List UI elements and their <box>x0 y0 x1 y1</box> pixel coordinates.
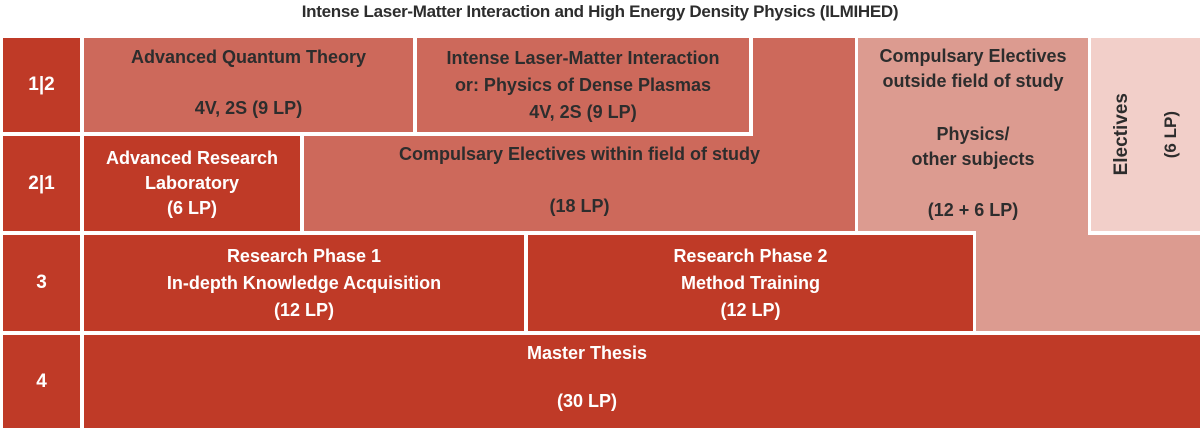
module-subjects-block: Physics/ other subjects <box>911 122 1034 172</box>
module-subtitle: Method Training <box>681 272 820 293</box>
module-credits: (12 LP) <box>720 299 781 320</box>
page-title: Intense Laser-Matter Interaction and Hig… <box>301 2 899 21</box>
semester-label: 2|1 <box>28 172 55 194</box>
pink-filler-row-3 <box>976 235 1200 331</box>
row-label-semester-2-1: 2|1 <box>3 136 80 231</box>
row-label-semester-4: 4 <box>3 335 80 428</box>
module-title-2: Laboratory <box>144 172 240 193</box>
module-credits: 4V, 2S (9 LP) <box>529 101 637 122</box>
module-title: Compulsary Electives <box>879 46 1067 66</box>
module-credits: (12 LP) <box>273 299 334 320</box>
module-alternative: or: Physics of Dense Plasmas <box>454 74 712 95</box>
cell-intense-laser-matter: Intense Laser-Matter Interaction or: Phy… <box>417 38 749 132</box>
module-title: Master Thesis <box>526 343 648 363</box>
cell-compulsary-electives-outside: Compulsary Electives outside field of st… <box>858 38 1088 231</box>
module-credits: (12 + 6 LP) <box>927 200 1019 220</box>
semester-label: 3 <box>36 272 47 293</box>
module-credits: 4V, 2S (9 LP) <box>194 98 303 118</box>
pink-filler-bridge <box>976 229 1088 237</box>
cell-research-phase-1: Research Phase 1 In-depth Knowledge Acqu… <box>84 235 524 331</box>
module-credits: (6 LP) <box>166 198 217 219</box>
electives-label-vertical: Electives <box>1110 93 1132 176</box>
module-title: Advanced Quantum Theory <box>130 47 367 67</box>
cell-research-phase-2: Research Phase 2 Method Training (12 LP) <box>528 235 973 331</box>
module-title: Compulsary Electives within field of stu… <box>398 144 761 164</box>
module-title: Advanced Research <box>105 147 279 168</box>
module-title: Research Phase 1 <box>226 245 382 266</box>
cell-compulsary-electives-within: Compulsary Electives within field of stu… <box>304 136 855 231</box>
module-subject-2: other subjects <box>911 149 1035 170</box>
semester-label: 1|2 <box>28 74 55 95</box>
module-title: Research Phase 2 <box>673 245 828 266</box>
module-credits: (18 LP) <box>549 196 610 216</box>
electives-credits-vertical: (6 LP) <box>1160 110 1180 159</box>
row-label-semester-3: 3 <box>3 235 80 331</box>
module-title-2: outside field of study <box>882 71 1064 92</box>
cell-advanced-research-laboratory: Advanced Research Laboratory (6 LP) <box>84 136 300 231</box>
row-label-semester-1-2: 1|2 <box>3 38 80 132</box>
cell-advanced-quantum-theory: Advanced Quantum Theory 4V, 2S (9 LP) <box>84 38 413 132</box>
cell-master-thesis: Master Thesis (30 LP) <box>84 335 1200 428</box>
module-title-block: Compulsary Electives outside field of st… <box>879 44 1066 94</box>
module-subject: Physics/ <box>936 124 1010 144</box>
module-title: Intense Laser-Matter Interaction <box>446 47 720 68</box>
semester-label: 4 <box>36 370 47 392</box>
cell-electives: Electives (6 LP) <box>1091 38 1200 231</box>
module-credits: (30 LP) <box>556 391 617 411</box>
module-subtitle: In-depth Knowledge Acquisition <box>166 272 442 293</box>
